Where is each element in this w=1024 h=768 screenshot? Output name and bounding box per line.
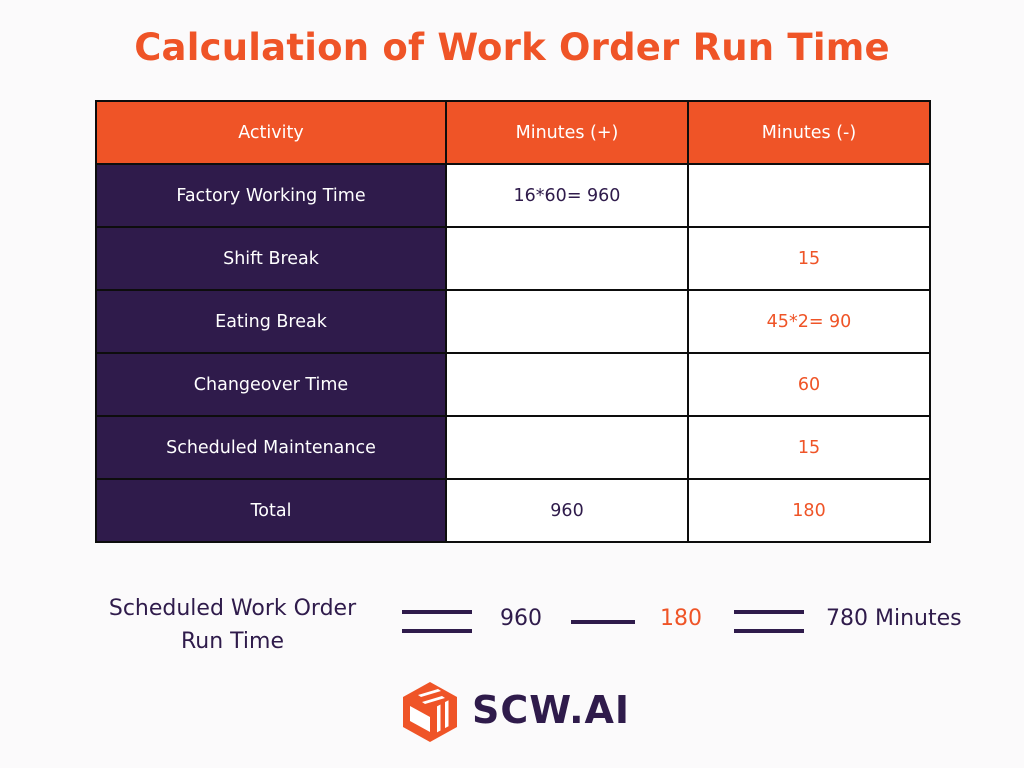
minutes-plus-cell <box>445 352 689 417</box>
run-time-table: Activity Minutes (+) Minutes (-) Factory… <box>95 100 931 543</box>
minutes-minus-cell <box>687 163 931 228</box>
activity-cell: Total <box>95 478 447 543</box>
activity-cell: Eating Break <box>95 289 447 354</box>
operand-960: 960 <box>500 606 542 631</box>
result-value: 780 Minutes <box>826 606 962 631</box>
equals-icon <box>402 610 472 633</box>
minutes-minus-cell: 15 <box>687 226 931 291</box>
table-row: Eating Break 45*2= 90 <box>95 289 931 354</box>
run-time-formula: Scheduled Work Order Run Time 960 180 78… <box>0 590 1024 660</box>
minutes-minus-cell: 45*2= 90 <box>687 289 931 354</box>
minutes-minus-cell: 180 <box>687 478 931 543</box>
minutes-minus-cell: 60 <box>687 352 931 417</box>
page-title: Calculation of Work Order Run Time <box>134 26 890 69</box>
minutes-minus-cell: 15 <box>687 415 931 480</box>
scw-ai-logo: SCW.AI <box>400 680 630 744</box>
minutes-plus-cell: 960 <box>445 478 689 543</box>
formula-label-line2: Run Time <box>180 629 285 654</box>
box-icon <box>403 682 457 742</box>
formula-label-line1: Scheduled Work Order <box>108 596 357 621</box>
header-minutes-plus: Minutes (+) <box>445 100 689 165</box>
activity-cell: Changeover Time <box>95 352 447 417</box>
header-minutes-minus: Minutes (-) <box>687 100 931 165</box>
activity-cell: Factory Working Time <box>95 163 447 228</box>
table-row-total: Total 960 180 <box>95 478 931 543</box>
minutes-plus-cell: 16*60= 960 <box>445 163 689 228</box>
header-activity: Activity <box>95 100 447 165</box>
activity-cell: Scheduled Maintenance <box>95 415 447 480</box>
table-row: Factory Working Time 16*60= 960 <box>95 163 931 228</box>
minus-icon <box>571 620 635 624</box>
table-header-row: Activity Minutes (+) Minutes (-) <box>95 100 931 165</box>
brand-text: SCW.AI <box>472 688 631 732</box>
equals-icon <box>734 610 804 633</box>
minutes-plus-cell <box>445 415 689 480</box>
operand-180: 180 <box>660 606 702 631</box>
minutes-plus-cell <box>445 289 689 354</box>
activity-cell: Shift Break <box>95 226 447 291</box>
formula-label: Scheduled Work Order Run Time <box>80 592 385 658</box>
table-row: Scheduled Maintenance 15 <box>95 415 931 480</box>
table-row: Shift Break 15 <box>95 226 931 291</box>
minutes-plus-cell <box>445 226 689 291</box>
table-row: Changeover Time 60 <box>95 352 931 417</box>
